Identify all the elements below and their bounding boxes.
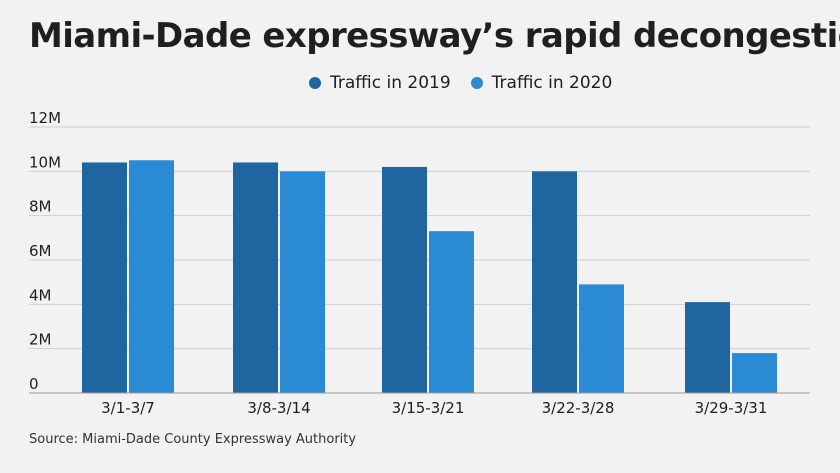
legend-label-2019: Traffic in 2019 bbox=[330, 73, 451, 93]
y-tick-label: 4M bbox=[29, 286, 52, 304]
chart-title: Miami-Dade expressway’s rapid decongesti… bbox=[29, 16, 840, 56]
bar-2019 bbox=[233, 162, 278, 393]
y-tick-label: 6M bbox=[29, 242, 52, 260]
bar-2019 bbox=[532, 171, 577, 393]
bar-2019 bbox=[685, 302, 730, 393]
bar-2020 bbox=[732, 353, 777, 393]
x-tick-label: 3/29-3/31 bbox=[695, 399, 768, 417]
y-tick-label: 0 bbox=[29, 375, 39, 393]
bar-2020 bbox=[579, 284, 624, 393]
bar-2020 bbox=[129, 160, 174, 393]
source-note: Source: Miami-Dade County Expressway Aut… bbox=[29, 432, 357, 447]
legend-swatch-2019 bbox=[309, 77, 321, 89]
x-tick-label: 3/15-3/21 bbox=[392, 399, 465, 417]
y-tick-label: 2M bbox=[29, 331, 52, 349]
y-tick-label: 8M bbox=[29, 198, 52, 216]
bar-2020 bbox=[429, 231, 474, 393]
legend-item-2020: Traffic in 2020 bbox=[470, 73, 613, 93]
x-tick-label: 3/8-3/14 bbox=[247, 399, 310, 417]
legend-swatch-2020 bbox=[470, 77, 483, 89]
bar-2019 bbox=[82, 162, 127, 393]
legend-item-2019: Traffic in 2019 bbox=[309, 73, 451, 93]
x-tick-label: 3/22-3/28 bbox=[542, 399, 615, 417]
bar-2019 bbox=[382, 166, 427, 393]
bar-2020 bbox=[280, 171, 325, 393]
chart-legend: Traffic in 2019 Traffic in 2020 bbox=[309, 73, 632, 93]
y-tick-label: 12M bbox=[29, 109, 61, 127]
legend-label-2020: Traffic in 2020 bbox=[491, 73, 613, 93]
x-tick-label: 3/1-3/7 bbox=[101, 399, 155, 417]
y-tick-label: 10M bbox=[29, 153, 61, 171]
